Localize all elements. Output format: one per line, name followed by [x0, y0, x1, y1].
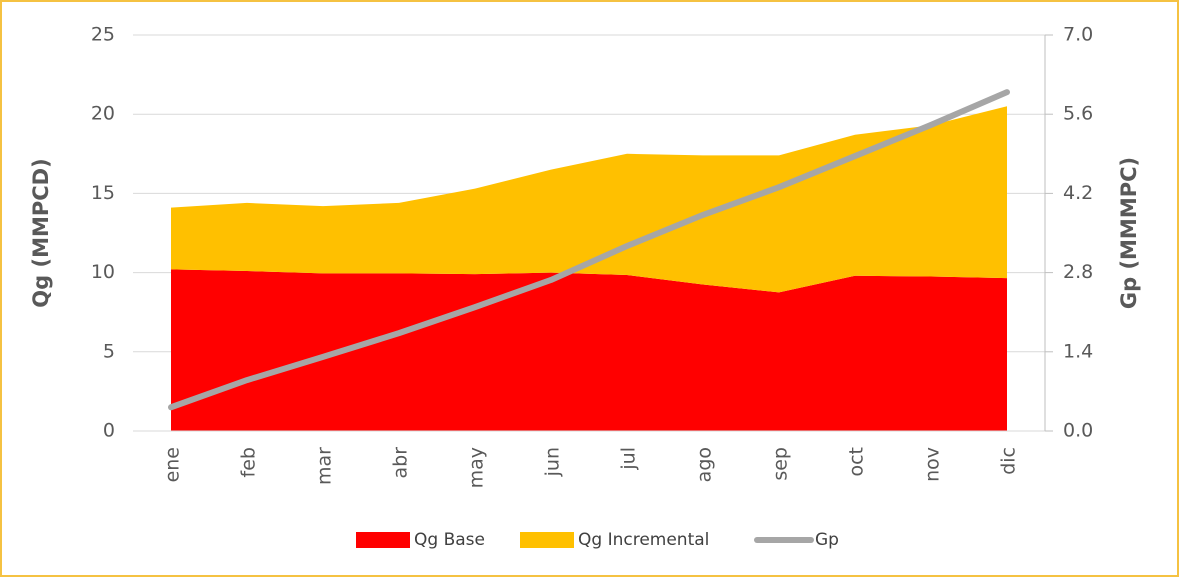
- y2-tick-label: 1.4: [1063, 340, 1093, 362]
- x-tick-label: oct: [846, 447, 868, 477]
- y2-tick-label: 0.0: [1063, 420, 1093, 442]
- x-tick-label: jun: [542, 447, 564, 477]
- x-tick-label: nov: [922, 447, 944, 482]
- area: [171, 106, 1007, 293]
- y-tick-label: 5: [103, 340, 115, 362]
- x-tick-label: dic: [998, 447, 1020, 475]
- y-tick-label: 15: [91, 182, 115, 204]
- y2-tick-label: 2.8: [1063, 261, 1093, 283]
- y-tick-label: 20: [91, 103, 115, 125]
- y2-tick-label: 5.6: [1063, 103, 1093, 125]
- x-tick-label: sep: [770, 447, 792, 481]
- y2-tick-label: 4.2: [1063, 182, 1093, 204]
- y-axis-label: Qg (MMPCD): [29, 158, 53, 307]
- x-tick-label: ene: [162, 447, 184, 482]
- y-tick-label: 0: [103, 420, 115, 442]
- legend-label: Qg Base: [414, 530, 485, 550]
- x-tick-label: mar: [314, 447, 336, 485]
- y-tick-label: 25: [91, 24, 115, 46]
- legend-swatch: [356, 532, 410, 548]
- legend-label: Qg Incremental: [578, 530, 709, 550]
- area: [171, 269, 1007, 431]
- y2-tick-label: 7.0: [1063, 24, 1093, 46]
- x-tick-label: jul: [618, 447, 640, 471]
- x-tick-label: ago: [694, 447, 716, 482]
- y-tick-label: 10: [91, 261, 115, 283]
- legend-label: Gp: [815, 530, 839, 550]
- x-tick-label: feb: [238, 447, 260, 477]
- x-tick-label: may: [466, 447, 488, 488]
- line: [168, 89, 1010, 411]
- x-tick-label: abr: [390, 447, 412, 479]
- legend-swatch: [520, 532, 574, 548]
- y2-axis-label: Gp (MMMPC): [1117, 157, 1141, 309]
